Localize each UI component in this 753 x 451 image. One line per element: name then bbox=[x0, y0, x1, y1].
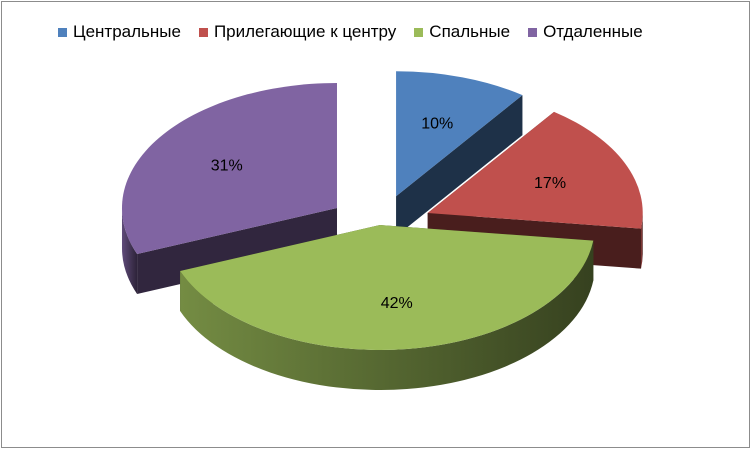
data-label-residential: 42% bbox=[381, 295, 413, 312]
pie-slice-central-top bbox=[396, 71, 523, 197]
legend-swatch-central bbox=[58, 27, 67, 37]
legend-swatch-remote bbox=[528, 27, 538, 37]
legend-swatch-adjacent bbox=[198, 27, 208, 37]
pie-slice-central bbox=[396, 71, 523, 237]
pie-slice-central-side-end bbox=[396, 95, 523, 237]
legend-item-adjacent: Прилегающие к центру bbox=[198, 22, 397, 42]
pie-slice-residential-top bbox=[180, 225, 594, 351]
legend: Центральные Прилегающие к центру Спальны… bbox=[58, 21, 643, 43]
legend-label-remote: Отдаленные bbox=[543, 22, 643, 41]
pie-slice-adjacent-wall bbox=[641, 212, 643, 269]
data-label-central: 10% bbox=[421, 116, 453, 133]
pie-slice-remote-wall bbox=[121, 208, 138, 295]
legend-label-adjacent: Прилегающие к центру bbox=[213, 22, 397, 41]
legend-label-central: Центральные bbox=[73, 22, 181, 41]
legend-item-central: Центральные bbox=[58, 22, 181, 42]
legend-item-residential: Спальные bbox=[414, 22, 510, 42]
pie-slice-remote-top bbox=[121, 83, 337, 255]
pie-slice-residential-wall bbox=[180, 240, 594, 391]
pie-slice-residential bbox=[180, 225, 594, 391]
pie-slice-adjacent-top bbox=[427, 111, 643, 229]
legend-item-remote: Отдаленные bbox=[528, 22, 643, 42]
data-label-remote: 31% bbox=[211, 157, 243, 174]
data-label-adjacent: 17% bbox=[534, 175, 566, 192]
legend-label-residential: Спальные bbox=[429, 22, 511, 41]
legend-swatch-residential bbox=[414, 27, 424, 37]
